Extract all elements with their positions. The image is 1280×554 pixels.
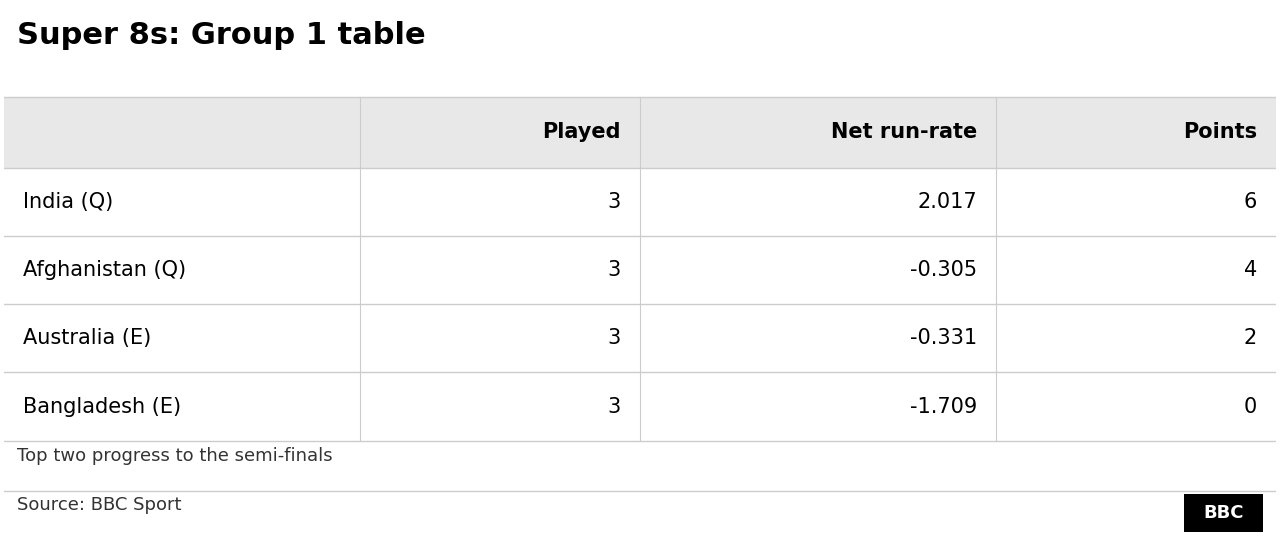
Text: Net run-rate: Net run-rate [831, 122, 977, 142]
Text: Points: Points [1183, 122, 1257, 142]
Text: -0.305: -0.305 [910, 260, 977, 280]
Text: 2.017: 2.017 [918, 192, 977, 212]
Text: Bangladesh (E): Bangladesh (E) [23, 397, 182, 417]
Text: 0: 0 [1243, 397, 1257, 417]
Bar [4, 372, 1276, 440]
Text: Australia (E): Australia (E) [23, 329, 151, 348]
Text: India (Q): India (Q) [23, 192, 114, 212]
Bar [4, 304, 1276, 372]
Text: Played: Played [543, 122, 621, 142]
Bar [4, 236, 1276, 304]
Text: 4: 4 [1243, 260, 1257, 280]
Text: 3: 3 [608, 329, 621, 348]
Text: Afghanistan (Q): Afghanistan (Q) [23, 260, 187, 280]
Text: BBC: BBC [1203, 504, 1244, 522]
Text: Super 8s: Group 1 table: Super 8s: Group 1 table [17, 20, 425, 49]
Text: 3: 3 [608, 260, 621, 280]
Text: 2: 2 [1243, 329, 1257, 348]
Text: 3: 3 [608, 397, 621, 417]
Bar [4, 168, 1276, 236]
Text: -0.331: -0.331 [910, 329, 977, 348]
Text: 6: 6 [1243, 192, 1257, 212]
Bar [4, 97, 1276, 168]
Text: Source: BBC Sport: Source: BBC Sport [17, 496, 182, 514]
Text: 3: 3 [608, 192, 621, 212]
Bar [1184, 494, 1263, 532]
Text: -1.709: -1.709 [910, 397, 977, 417]
Text: Top two progress to the semi-finals: Top two progress to the semi-finals [17, 447, 333, 465]
